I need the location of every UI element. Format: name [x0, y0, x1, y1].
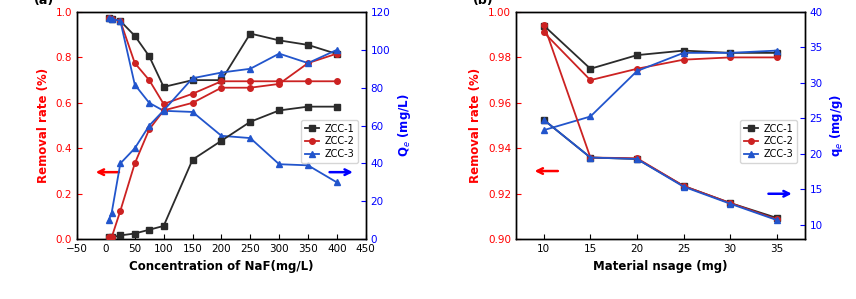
Text: (b): (b) [473, 0, 493, 7]
Y-axis label: Removal rate (%): Removal rate (%) [469, 68, 483, 183]
X-axis label: Concentration of NaF(mg/L): Concentration of NaF(mg/L) [129, 260, 313, 273]
X-axis label: Material nsage (mg): Material nsage (mg) [593, 260, 728, 273]
Text: (a): (a) [33, 0, 54, 7]
Legend: ZCC-1, ZCC-2, ZCC-3: ZCC-1, ZCC-2, ZCC-3 [740, 120, 797, 163]
Y-axis label: Q$_e$ (mg/L): Q$_e$ (mg/L) [396, 94, 413, 158]
Legend: ZCC-1, ZCC-2, ZCC-3: ZCC-1, ZCC-2, ZCC-3 [301, 120, 358, 163]
Y-axis label: Removal rate (%): Removal rate (%) [37, 68, 51, 183]
Y-axis label: q$_e$ (mg/g): q$_e$ (mg/g) [829, 94, 846, 157]
